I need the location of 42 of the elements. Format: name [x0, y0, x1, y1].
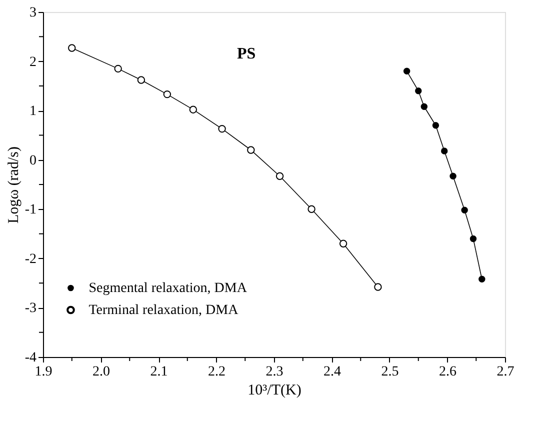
point [478, 276, 486, 282]
point [163, 90, 172, 98]
point [308, 205, 316, 213]
x-tick-label: 2.4 [324, 364, 341, 380]
point [114, 64, 122, 73]
x-tick-label: 2.7 [496, 364, 514, 380]
point [374, 283, 382, 291]
y-tick-label: -3 [24, 301, 36, 316]
y-tick-label: -2 [24, 252, 36, 267]
legend-label: Segmental relaxation, DMA [88, 281, 248, 296]
y-tick-label: 1 [30, 104, 36, 120]
point [470, 235, 477, 242]
annotation: PS [236, 45, 256, 62]
point [339, 240, 348, 248]
point [461, 206, 468, 214]
y-tick-label: 3 [30, 6, 36, 20]
point [218, 124, 226, 133]
x-tick-label: 2.1 [150, 364, 168, 380]
y-tick-label: 2 [30, 54, 36, 70]
point [276, 172, 284, 180]
point [441, 148, 448, 154]
y-tick-label: -1 [24, 202, 36, 218]
y-tick-label: 0 [30, 153, 36, 168]
point [137, 76, 146, 84]
point [247, 146, 255, 154]
point [68, 44, 76, 52]
x-tick-label: 2.5 [381, 364, 399, 380]
point [450, 172, 456, 180]
point [420, 103, 428, 110]
x-tick-label: 2.0 [92, 364, 110, 380]
point [403, 68, 410, 74]
y-tick-label: -4 [24, 350, 36, 366]
point [415, 88, 422, 94]
x-tick-label: 2.2 [208, 364, 226, 380]
legend-label: Terminal relaxation, DMA [88, 303, 240, 318]
y-axis-title: Logω (rad/s) [6, 146, 22, 224]
point [189, 106, 198, 114]
x-axis-title: 10³/T(K) [248, 382, 302, 398]
x-tick-label: 2.3 [266, 364, 284, 380]
point [432, 122, 440, 129]
x-tick-label: 1.9 [34, 364, 52, 380]
x-tick-label: 2.6 [439, 364, 456, 380]
